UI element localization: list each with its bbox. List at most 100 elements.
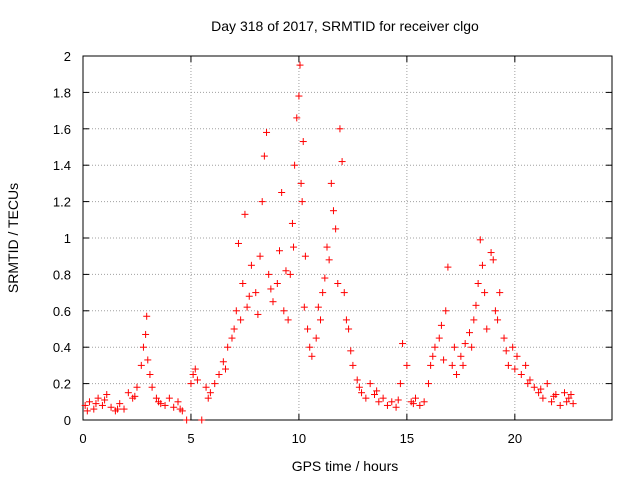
data-point — [424, 380, 432, 388]
data-point — [308, 352, 316, 360]
data-point — [107, 403, 115, 411]
data-point — [465, 329, 473, 337]
data-point — [306, 343, 314, 351]
data-point — [284, 316, 292, 324]
data-point — [211, 380, 219, 388]
y-tick-label: 0.2 — [53, 377, 71, 392]
data-point — [468, 343, 476, 351]
data-point — [502, 347, 510, 355]
data-point — [83, 407, 91, 415]
data-point — [139, 343, 147, 351]
data-point — [511, 365, 519, 373]
data-point — [442, 307, 450, 315]
chart-title: Day 318 of 2017, SRMTID for receiver clg… — [211, 18, 479, 34]
data-point — [340, 289, 348, 297]
data-point — [114, 405, 122, 413]
data-point — [539, 394, 547, 402]
data-point — [478, 261, 486, 269]
data-point — [90, 405, 98, 413]
data-point — [345, 325, 353, 333]
x-tick-label: 15 — [400, 431, 414, 446]
data-point — [347, 347, 355, 355]
data-point — [273, 280, 281, 287]
data-point — [394, 396, 402, 404]
data-point — [256, 252, 264, 260]
data-point — [202, 383, 210, 391]
data-point — [222, 365, 230, 373]
data-point — [258, 198, 266, 206]
data-point — [470, 316, 478, 324]
data-point — [234, 239, 242, 247]
data-point — [526, 376, 534, 384]
data-point — [301, 252, 309, 260]
y-axis-label: SRMTID / TECUs — [5, 183, 21, 293]
data-point — [120, 405, 128, 413]
data-point — [392, 403, 400, 411]
data-point — [517, 371, 525, 378]
data-point — [314, 303, 322, 311]
data-point — [332, 225, 340, 233]
x-tick-label: 20 — [508, 431, 522, 446]
data-point — [170, 403, 178, 411]
data-point — [457, 352, 465, 360]
data-point — [263, 128, 271, 136]
data-point — [487, 249, 495, 257]
data-point — [187, 380, 195, 388]
data-point — [155, 398, 163, 406]
data-point — [481, 289, 489, 297]
data-point — [353, 376, 361, 384]
data-point — [219, 358, 227, 366]
data-point — [152, 394, 160, 402]
data-point — [537, 385, 545, 393]
data-point — [342, 316, 350, 324]
data-point — [403, 361, 411, 369]
data-point — [522, 361, 530, 369]
data-point — [472, 301, 480, 309]
data-point — [327, 179, 335, 187]
data-point — [290, 243, 298, 251]
data-point — [232, 307, 240, 315]
data-point — [228, 334, 236, 342]
data-point — [321, 274, 329, 282]
data-point — [298, 198, 306, 206]
data-point — [429, 352, 437, 360]
data-point — [476, 236, 484, 244]
data-point — [269, 298, 277, 306]
data-point — [92, 400, 100, 408]
data-point — [291, 161, 299, 169]
data-point — [260, 152, 268, 160]
y-tick-label: 0.4 — [53, 340, 71, 355]
data-points — [81, 61, 577, 424]
data-point — [146, 371, 154, 378]
data-point — [388, 398, 396, 406]
x-tick-label: 5 — [187, 431, 194, 446]
data-point — [237, 316, 245, 324]
data-point — [116, 400, 124, 408]
x-axis-label: GPS time / hours — [292, 458, 399, 474]
data-point — [183, 416, 191, 424]
data-point — [530, 383, 538, 391]
data-point — [453, 371, 461, 378]
data-point — [312, 334, 320, 342]
data-point — [358, 389, 366, 397]
data-point — [124, 389, 132, 397]
data-point — [355, 383, 363, 391]
data-point — [437, 321, 445, 329]
data-point — [288, 219, 296, 227]
y-tick-label: 0.6 — [53, 304, 71, 319]
data-point — [431, 343, 439, 351]
y-tick-label: 1.6 — [53, 122, 71, 137]
data-point — [198, 416, 206, 424]
data-point — [103, 391, 111, 399]
data-point — [567, 391, 575, 399]
x-tick-label: 10 — [292, 431, 306, 446]
data-point — [323, 243, 331, 251]
data-point — [241, 210, 249, 218]
data-point — [275, 247, 283, 255]
data-point — [81, 401, 89, 409]
data-point — [504, 361, 512, 369]
data-point — [420, 398, 428, 406]
y-tick-label: 0.8 — [53, 267, 71, 282]
data-point — [565, 394, 573, 402]
